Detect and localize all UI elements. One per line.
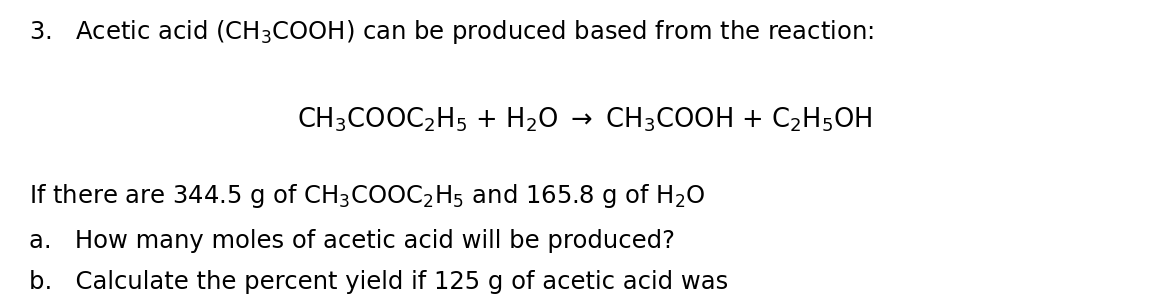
Text: CH$_3$COOC$_2$H$_5$ + H$_2$O $\rightarrow$ CH$_3$COOH + C$_2$H$_5$OH: CH$_3$COOC$_2$H$_5$ + H$_2$O $\rightarro…: [297, 106, 873, 134]
Text: If there are 344.5 g of CH$_3$COOC$_2$H$_5$ and 165.8 g of H$_2$O: If there are 344.5 g of CH$_3$COOC$_2$H$…: [29, 182, 706, 210]
Text: b.   Calculate the percent yield if 125 g of acetic acid was: b. Calculate the percent yield if 125 g …: [29, 270, 729, 294]
Text: 3.   Acetic acid (CH$_3$COOH) can be produced based from the reaction:: 3. Acetic acid (CH$_3$COOH) can be produ…: [29, 18, 874, 46]
Text: a.   How many moles of acetic acid will be produced?: a. How many moles of acetic acid will be…: [29, 229, 675, 253]
